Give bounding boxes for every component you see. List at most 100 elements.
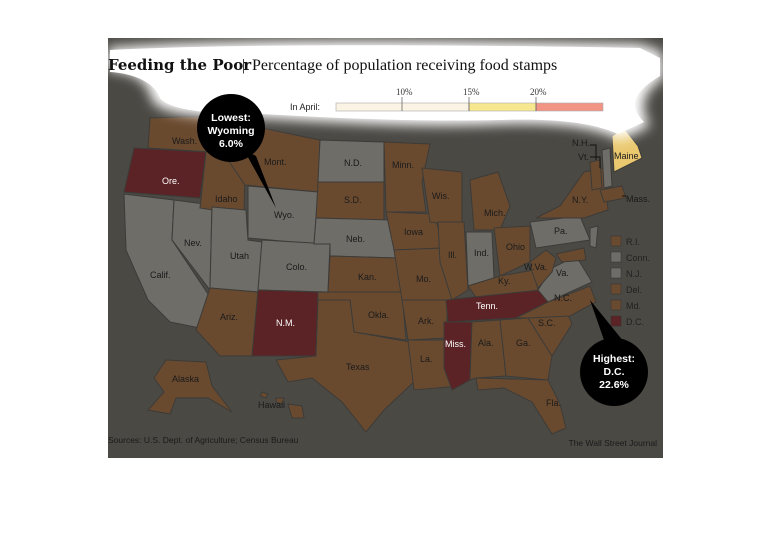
state-il[interactable] <box>437 221 469 301</box>
label-va: Va. <box>556 268 569 278</box>
label-nm: N.M. <box>276 318 295 328</box>
legend-md: Md. <box>626 301 641 311</box>
label-ne: Neb. <box>346 234 365 244</box>
credit-note: The Wall Street Journal <box>569 438 658 448</box>
scale-label: In April: <box>290 102 320 112</box>
state-in[interactable] <box>465 231 495 287</box>
state-labels: Wash. Ore. Calif. Nev. Idaho Mont. Wyo. … <box>150 136 650 410</box>
scale-seg-low <box>335 102 470 112</box>
label-ut: Utah <box>230 251 249 261</box>
label-co: Colo. <box>286 262 307 272</box>
label-ia: Iowa <box>404 227 423 237</box>
label-pa: Pa. <box>554 226 568 236</box>
tick-20: 20% <box>530 87 547 97</box>
label-tn: Tenn. <box>476 301 498 311</box>
state-ak[interactable] <box>147 359 233 415</box>
label-ca: Calif. <box>150 270 171 280</box>
state-fl[interactable] <box>475 377 567 435</box>
label-al: Ala. <box>478 338 494 348</box>
label-fl: Fla. <box>546 398 561 408</box>
label-ks: Kan. <box>358 272 377 282</box>
state-vt[interactable] <box>589 159 603 191</box>
label-wy: Wyo. <box>274 210 294 220</box>
label-ga: Ga. <box>516 338 531 348</box>
state-ma[interactable] <box>599 185 627 203</box>
label-il: Ill. <box>448 250 457 260</box>
tick-10: 10% <box>396 87 413 97</box>
state-mn[interactable] <box>383 141 431 213</box>
legend-ri: R.I. <box>626 237 640 247</box>
swatch-ct <box>610 251 622 263</box>
state-nh[interactable] <box>601 147 613 189</box>
label-sd: S.D. <box>344 195 362 205</box>
state-az[interactable] <box>195 287 259 357</box>
title-separator: | <box>242 57 245 74</box>
lowest-callout: Lowest: Wyoming 6.0% <box>197 94 276 208</box>
label-sc: S.C. <box>538 318 556 328</box>
scale-seg-high <box>535 102 604 112</box>
label-ma: Mass. <box>626 194 650 204</box>
sources-note: Sources: U.S. Dept. of Agriculture; Cens… <box>108 435 299 445</box>
label-id: Idaho <box>215 194 238 204</box>
state-mi[interactable] <box>469 171 511 231</box>
label-wa: Wash. <box>172 136 197 146</box>
tick-15: 15% <box>463 87 480 97</box>
label-mn: Minn. <box>392 160 414 170</box>
page-subtitle: Percentage of population receiving food … <box>252 57 557 74</box>
state-or[interactable] <box>123 147 207 199</box>
leader-lines <box>590 144 626 197</box>
swatch-de <box>610 283 622 295</box>
label-wi: Wis. <box>432 191 450 201</box>
label-nv: Nev. <box>184 238 202 248</box>
label-ny: N.Y. <box>572 195 588 205</box>
state-al[interactable] <box>469 319 507 381</box>
lowest-value: 6.0% <box>219 138 244 150</box>
label-ak: Alaska <box>172 374 199 384</box>
scale-bar: In April: 10% 15% 20% <box>290 87 604 112</box>
label-ky: Ky. <box>498 276 510 286</box>
label-mt: Mont. <box>264 157 287 167</box>
label-nh: N.H. <box>572 138 590 148</box>
label-ar: Ark. <box>418 316 434 326</box>
highest-label: Highest: <box>593 353 635 365</box>
swatch-nj <box>610 267 622 279</box>
legend-ct: Conn. <box>626 253 650 263</box>
scale-seg-mid <box>468 102 537 112</box>
state-ms[interactable] <box>443 321 473 391</box>
label-la: La. <box>420 354 433 364</box>
label-or: Ore. <box>162 176 180 186</box>
label-mo: Mo. <box>416 274 431 284</box>
legend-nj: N.J. <box>626 269 642 279</box>
swatch-md <box>610 299 622 311</box>
label-in: Ind. <box>474 248 489 258</box>
label-vt: Vt. <box>578 152 589 162</box>
highest-callout: Highest: D.C. 22.6% <box>580 300 648 406</box>
label-mi: Mich. <box>484 208 506 218</box>
swatch-dc <box>610 315 622 327</box>
state-hi[interactable] <box>259 391 305 419</box>
label-ok: Okla. <box>368 310 389 320</box>
label-ms: Miss. <box>445 339 466 349</box>
label-nd: N.D. <box>344 158 362 168</box>
state-md[interactable] <box>555 247 587 263</box>
label-me: Maine <box>614 151 639 161</box>
legend-de: Del. <box>626 285 642 295</box>
label-oh: Ohio <box>506 242 525 252</box>
label-wv: W.Va. <box>524 262 547 272</box>
lowest-state: Wyoming <box>207 125 254 137</box>
lowest-label: Lowest: <box>211 112 251 124</box>
page-title: Feeding the Poor <box>108 56 252 74</box>
label-tx: Texas <box>346 362 370 372</box>
state-wv[interactable] <box>529 249 557 289</box>
label-nc: N.C. <box>554 293 572 303</box>
state-tx[interactable] <box>275 299 417 433</box>
ne-legend: R.I. Conn. N.J. Del. Md. D.C. <box>610 235 650 327</box>
swatch-ri <box>610 235 622 247</box>
state-nj[interactable] <box>589 225 599 249</box>
legend-dc: D.C. <box>626 317 644 327</box>
highest-state: D.C. <box>604 366 625 378</box>
highest-value: 22.6% <box>599 379 629 391</box>
label-az: Ariz. <box>220 312 238 322</box>
label-hi: Hawaii <box>258 400 285 410</box>
